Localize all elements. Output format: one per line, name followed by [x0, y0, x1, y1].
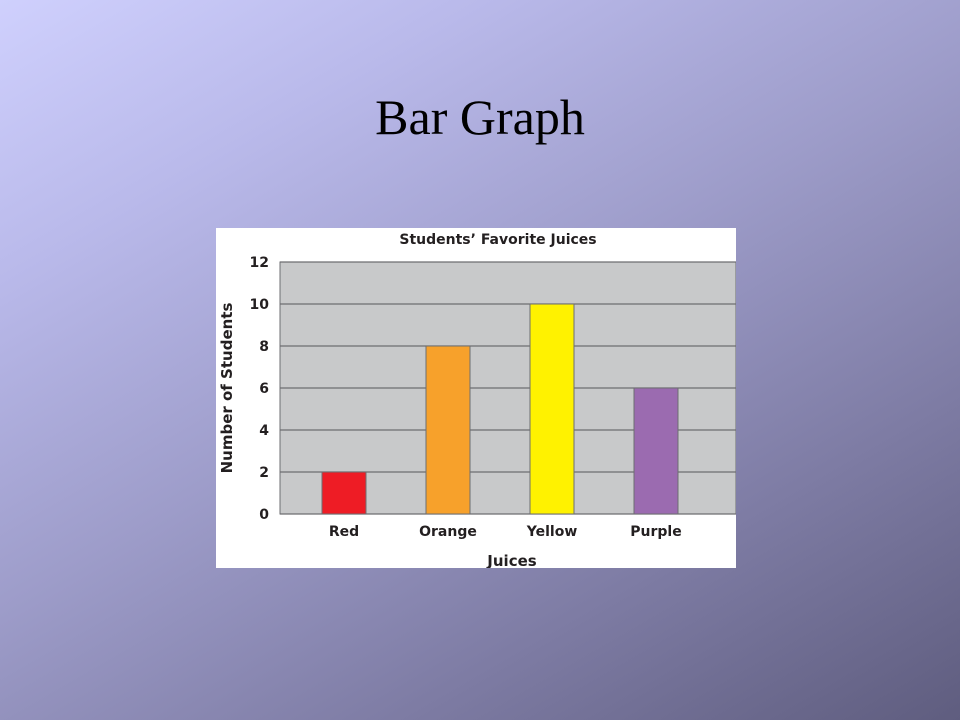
chart-title: Students’ Favorite Juices — [399, 232, 596, 248]
y-tick-label: 2 — [259, 465, 269, 481]
y-tick-label: 6 — [259, 381, 269, 397]
bar-yellow — [529, 303, 575, 515]
y-tick-label: 8 — [259, 339, 269, 355]
y-axis-label: Number of Students — [218, 303, 236, 474]
x-tick-label: Orange — [419, 524, 477, 540]
y-tick-label: 0 — [259, 507, 269, 523]
x-tick-label: Red — [329, 524, 359, 540]
y-tick-label: 4 — [259, 423, 269, 439]
x-tick-label: Purple — [630, 524, 681, 540]
y-tick-label: 10 — [250, 297, 270, 313]
chart-svg: Students’ Favorite Juices 0 2 4 6 8 10 12 Red O… — [218, 232, 736, 568]
x-axis-label: Juices — [486, 552, 536, 568]
bar-red — [321, 471, 367, 515]
bar-purple — [633, 387, 679, 515]
y-axis-ticks: 0 2 4 6 8 10 12 — [250, 255, 270, 523]
bars — [321, 303, 679, 515]
x-tick-label: Yellow — [526, 524, 578, 540]
y-tick-label: 12 — [250, 255, 269, 271]
bar-chart: Students’ Favorite Juices 0 2 4 6 8 10 12 Red O… — [216, 228, 736, 568]
slide-title: Bar Graph — [375, 89, 585, 145]
x-axis-ticks: Red Orange Yellow Purple — [329, 524, 682, 540]
bar-orange — [425, 345, 471, 515]
